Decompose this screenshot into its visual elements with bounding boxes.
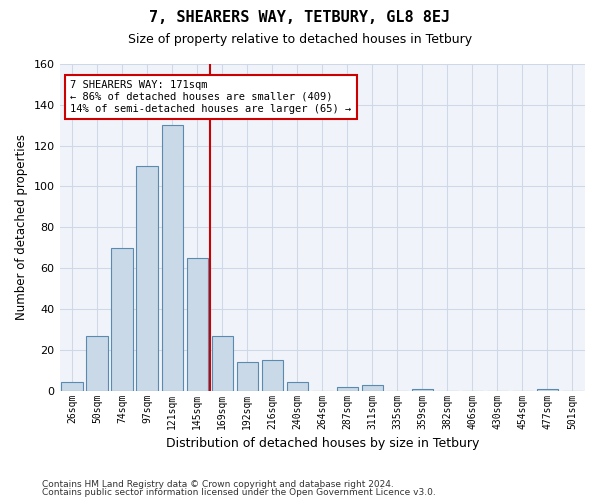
Text: Size of property relative to detached houses in Tetbury: Size of property relative to detached ho… bbox=[128, 32, 472, 46]
Text: 7, SHEARERS WAY, TETBURY, GL8 8EJ: 7, SHEARERS WAY, TETBURY, GL8 8EJ bbox=[149, 10, 451, 25]
Bar bbox=[86, 336, 108, 390]
Bar bbox=[362, 384, 383, 390]
Bar bbox=[112, 248, 133, 390]
Bar bbox=[412, 388, 433, 390]
Bar bbox=[337, 386, 358, 390]
Bar bbox=[136, 166, 158, 390]
X-axis label: Distribution of detached houses by size in Tetbury: Distribution of detached houses by size … bbox=[166, 437, 479, 450]
Bar bbox=[187, 258, 208, 390]
Bar bbox=[287, 382, 308, 390]
Text: Contains HM Land Registry data © Crown copyright and database right 2024.: Contains HM Land Registry data © Crown c… bbox=[42, 480, 394, 489]
Bar bbox=[262, 360, 283, 390]
Bar bbox=[61, 382, 83, 390]
Bar bbox=[161, 125, 183, 390]
Y-axis label: Number of detached properties: Number of detached properties bbox=[15, 134, 28, 320]
Text: 7 SHEARERS WAY: 171sqm
← 86% of detached houses are smaller (409)
14% of semi-de: 7 SHEARERS WAY: 171sqm ← 86% of detached… bbox=[70, 80, 352, 114]
Text: Contains public sector information licensed under the Open Government Licence v3: Contains public sector information licen… bbox=[42, 488, 436, 497]
Bar bbox=[212, 336, 233, 390]
Bar bbox=[236, 362, 258, 390]
Bar bbox=[537, 388, 558, 390]
